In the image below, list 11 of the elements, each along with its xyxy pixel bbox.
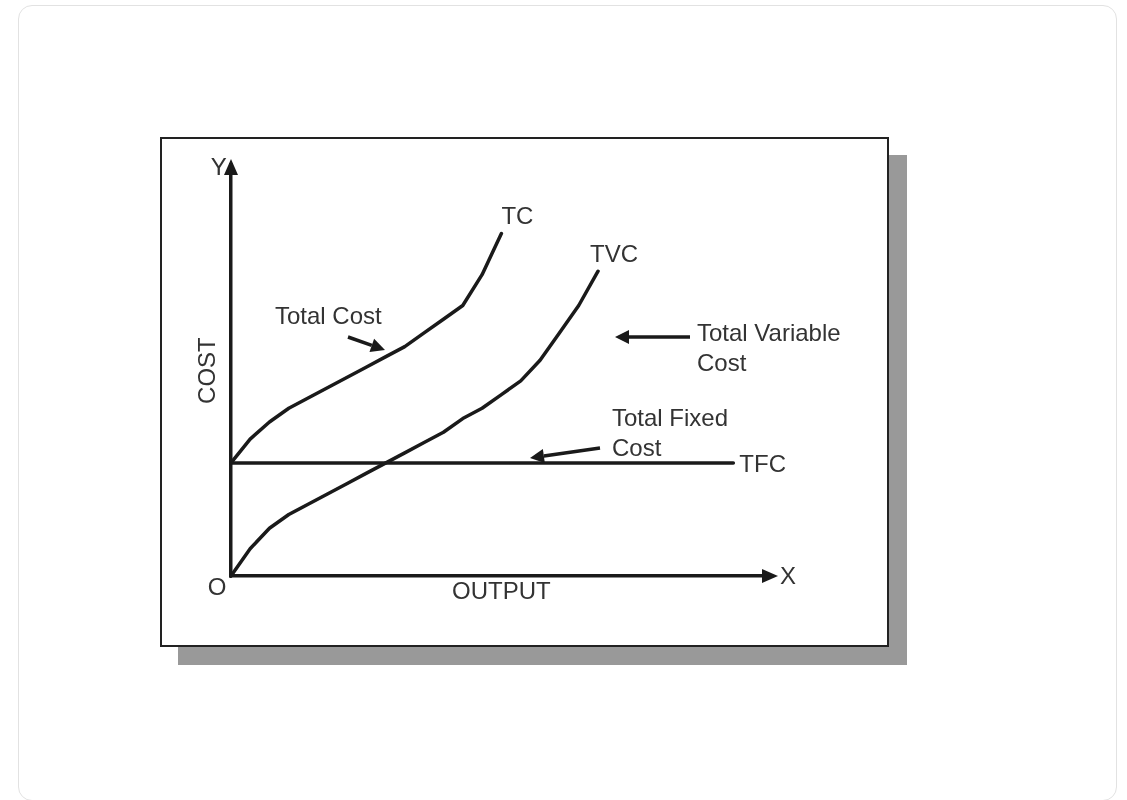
text: X <box>780 561 797 592</box>
text: Y <box>210 152 227 182</box>
y-axis-title: COST <box>193 336 221 404</box>
series-label: TVC <box>590 239 639 267</box>
annotation: Total Cost <box>275 301 382 331</box>
text: O <box>207 572 227 603</box>
series-label: TC <box>501 202 534 230</box>
annotation: Total Fixed Cost <box>612 404 729 461</box>
annotation: Total Variable Cost <box>697 318 842 378</box>
x-axis-title: OUTPUT <box>452 577 552 605</box>
series-label: TFC <box>739 449 786 477</box>
